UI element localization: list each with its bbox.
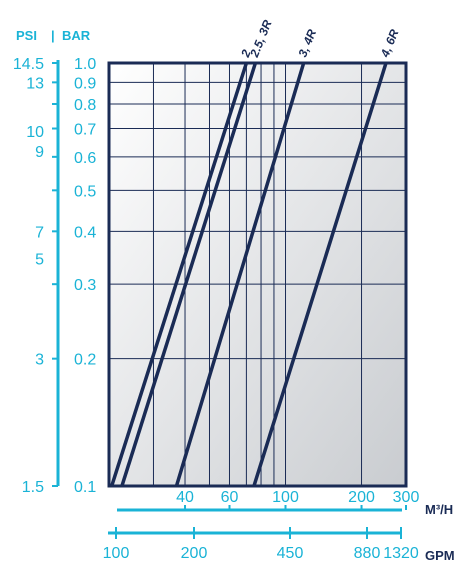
series-line	[120, 62, 258, 487]
gpm-tick-label: 200	[181, 545, 208, 562]
series-line	[252, 62, 388, 487]
m3h-tick-label: 40	[176, 489, 194, 506]
m3h-tick-label: 200	[348, 489, 375, 506]
psi-axis-label: PSI	[16, 28, 37, 43]
m3h-tick-label: 60	[221, 489, 239, 506]
gpm-tick-label: 450	[277, 545, 304, 562]
series-label: 2.5, 3R	[247, 18, 275, 60]
series-line	[174, 62, 306, 487]
psi-tick-label: 3	[35, 352, 44, 369]
bar-tick-label: 0.7	[74, 122, 96, 139]
bar-axis-label: BAR	[62, 28, 91, 43]
plot-area	[109, 63, 406, 486]
psi-tick-label: 13	[26, 75, 44, 92]
bar-tick-label: 1.0	[74, 56, 96, 73]
bar-tick-label: 0.6	[74, 150, 96, 167]
bar-tick-label: 0.2	[74, 352, 96, 369]
psi-tick-label: 7	[35, 224, 44, 241]
series-label: 4, 6R	[377, 27, 401, 60]
gpm-axis-label: GPM	[425, 548, 455, 563]
m3h-tick-label: 300	[393, 489, 420, 506]
m3h-tick-label: 100	[272, 489, 299, 506]
psi-tick-label: 1.5	[22, 479, 44, 496]
bar-tick-label: 0.5	[74, 183, 96, 200]
series-label: 3, 4R	[295, 27, 319, 59]
bar-tick-label: 0.1	[74, 479, 96, 496]
psi-tick-label: 9	[35, 144, 44, 161]
m3h-axis-label: M³/H	[425, 502, 453, 517]
psi-tick-label: 10	[26, 124, 44, 141]
y-axis-separator: |	[51, 28, 55, 43]
bar-tick-label: 0.3	[74, 277, 96, 294]
gpm-tick-label: 100	[103, 545, 130, 562]
gpm-tick-label: 880	[354, 545, 381, 562]
x-axis-ticks: 40 60 100 200 300 100 200 450 880 1320	[103, 489, 420, 562]
plot-border	[107, 61, 408, 488]
series-line	[110, 62, 249, 487]
bar-tick-label: 0.8	[74, 97, 96, 114]
gpm-tick-label: 1320	[383, 545, 419, 562]
bar-tick-label: 0.9	[74, 75, 96, 92]
y-axis-ticks: 0.1 0.2 0.3 0.4 0.5 0.6 0.7 0.8 0.9 1.0 1.5 3 5 7 9 10 1…	[13, 56, 96, 496]
bar-tick-label: 0.4	[74, 224, 96, 241]
psi-tick-label: 5	[35, 252, 44, 269]
psi-tick-label: 14.5	[13, 56, 44, 73]
